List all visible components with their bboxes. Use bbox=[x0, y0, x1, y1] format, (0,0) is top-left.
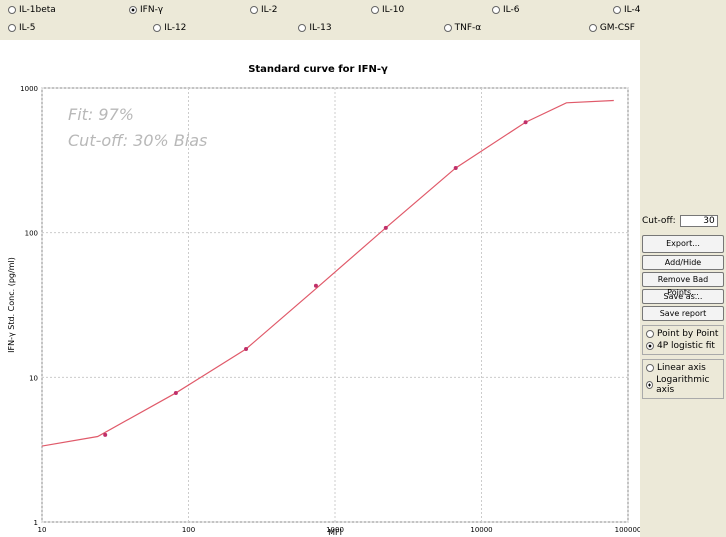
selector-row: IL-5 IL-12 IL-13 TNF-α GM-CSF bbox=[0, 20, 726, 36]
selector-row: IL-1beta IFN-γ IL-2 IL-10 IL-6 IL-4 bbox=[0, 2, 726, 18]
button[interactable]: Remove Bad Points... bbox=[642, 272, 724, 297]
radio-option[interactable]: GM-CSF bbox=[581, 20, 726, 36]
radio-option[interactable]: IFN-γ bbox=[121, 2, 242, 18]
x-tick-label: 100000 bbox=[615, 526, 640, 534]
chart: Standard curve for IFN-γ Fit: 97% Cut-of… bbox=[0, 40, 640, 537]
y-tick-label: 100 bbox=[25, 230, 38, 238]
radio-option[interactable]: IL-10 bbox=[363, 2, 484, 18]
data-point bbox=[313, 283, 318, 288]
data-point bbox=[453, 165, 458, 170]
radio-option[interactable]: Logarithmic axis bbox=[645, 374, 721, 396]
radio-label: Point by Point bbox=[657, 329, 719, 339]
button[interactable]: Save as... bbox=[642, 289, 724, 304]
y-tick-label: 1000 bbox=[20, 85, 38, 93]
radio-option[interactable]: IL-1beta bbox=[0, 2, 121, 18]
radio-label: IL-13 bbox=[309, 23, 332, 33]
data-point bbox=[523, 120, 528, 125]
annotation: Fit: 97% bbox=[68, 105, 134, 124]
data-point bbox=[103, 432, 108, 437]
radio-option[interactable]: IL-12 bbox=[145, 20, 290, 36]
radio-option[interactable]: IL-6 bbox=[484, 2, 605, 18]
radio-option[interactable]: IL-5 bbox=[0, 20, 145, 36]
x-tick-label: 10000 bbox=[470, 526, 492, 534]
radio-label: GM-CSF bbox=[599, 23, 635, 33]
cutoff-label: Cut-off: bbox=[642, 216, 676, 226]
annotation: Cut-off: 30% Bias bbox=[68, 131, 207, 150]
side-panel: Cut-off: 30 Export... Add/Hide Remove Bad… bbox=[642, 215, 724, 399]
fit-line bbox=[41, 99, 614, 447]
x-axis-label: MFI bbox=[328, 528, 342, 537]
radio-label: Logarithmic axis bbox=[656, 375, 710, 395]
y-tick-label: 1 bbox=[34, 519, 38, 527]
radio-option[interactable]: IL-13 bbox=[290, 20, 435, 36]
x-tick-label: 1000 bbox=[326, 526, 344, 534]
radio-label: IL-1beta bbox=[19, 5, 56, 15]
radio-option[interactable]: Point by Point bbox=[645, 328, 721, 340]
button[interactable]: Add/Hide bbox=[642, 255, 724, 270]
radio-label: IL-6 bbox=[503, 5, 520, 15]
data-point bbox=[383, 225, 388, 230]
radio-label: IFN-γ bbox=[140, 5, 164, 15]
fit-options: Point by Point 4P logistic fit bbox=[642, 325, 724, 355]
radio-label: TNF-α bbox=[454, 23, 482, 33]
y-axis-label: IFN-γ Std. Conc. (pg/ml) bbox=[7, 257, 16, 353]
radio-label: IL-12 bbox=[164, 23, 187, 33]
x-tick-label: 10 bbox=[38, 526, 47, 534]
export-button[interactable]: Export... bbox=[642, 235, 724, 253]
radio-label: 4P logistic fit bbox=[657, 341, 715, 351]
radio-label: IL-4 bbox=[624, 5, 641, 15]
radio-option[interactable]: 4P logistic fit bbox=[645, 340, 721, 352]
cutoff-input[interactable]: 30 bbox=[679, 215, 718, 227]
radio-label: Linear axis bbox=[657, 363, 706, 373]
data-point bbox=[244, 346, 249, 351]
radio-option[interactable]: IL-4 bbox=[605, 2, 726, 18]
x-tick-label: 100 bbox=[182, 526, 195, 534]
radio-option[interactable]: IL-2 bbox=[242, 2, 363, 18]
data-point bbox=[173, 390, 178, 395]
radio-option[interactable]: Linear axis bbox=[645, 362, 721, 374]
chart-title: Standard curve for IFN-γ bbox=[248, 64, 388, 75]
radio-label: IL-2 bbox=[261, 5, 278, 15]
axis-options: Linear axis Logarithmic axis bbox=[642, 359, 724, 399]
button[interactable]: Save report bbox=[642, 306, 724, 321]
radio-label: IL-10 bbox=[382, 5, 405, 15]
button-group: Add/Hide Remove Bad Points...Save as... Sa… bbox=[642, 255, 724, 321]
y-tick-label: 10 bbox=[29, 374, 38, 382]
radio-label: IL-5 bbox=[19, 23, 36, 33]
radio-option[interactable]: TNF-α bbox=[436, 20, 581, 36]
